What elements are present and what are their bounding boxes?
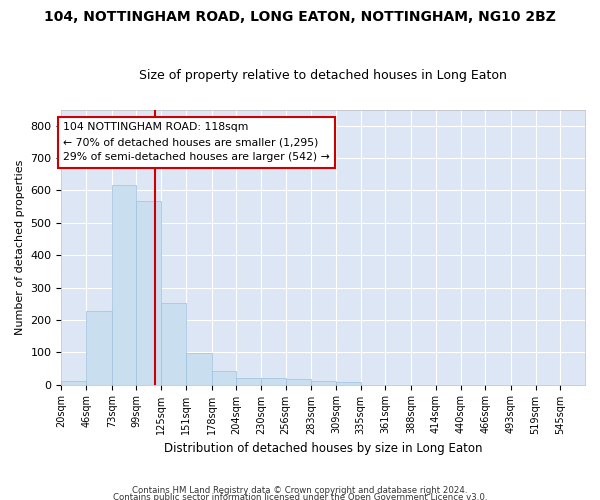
Bar xyxy=(161,302,186,384)
Y-axis label: Number of detached properties: Number of detached properties xyxy=(15,160,25,335)
Bar xyxy=(311,382,336,384)
X-axis label: Distribution of detached houses by size in Long Eaton: Distribution of detached houses by size … xyxy=(164,442,482,455)
Bar xyxy=(86,311,112,384)
Bar xyxy=(61,382,86,384)
Bar xyxy=(261,378,286,384)
Text: Contains public sector information licensed under the Open Government Licence v3: Contains public sector information licen… xyxy=(113,494,487,500)
Bar xyxy=(136,201,161,384)
Bar xyxy=(236,378,261,384)
Bar xyxy=(212,370,236,384)
Bar xyxy=(186,353,212,384)
Bar xyxy=(336,382,361,384)
Text: Contains HM Land Registry data © Crown copyright and database right 2024.: Contains HM Land Registry data © Crown c… xyxy=(132,486,468,495)
Text: 104, NOTTINGHAM ROAD, LONG EATON, NOTTINGHAM, NG10 2BZ: 104, NOTTINGHAM ROAD, LONG EATON, NOTTIN… xyxy=(44,10,556,24)
Title: Size of property relative to detached houses in Long Eaton: Size of property relative to detached ho… xyxy=(139,69,507,82)
Bar xyxy=(112,185,136,384)
Text: 104 NOTTINGHAM ROAD: 118sqm
← 70% of detached houses are smaller (1,295)
29% of : 104 NOTTINGHAM ROAD: 118sqm ← 70% of det… xyxy=(64,122,330,162)
Bar xyxy=(286,378,311,384)
